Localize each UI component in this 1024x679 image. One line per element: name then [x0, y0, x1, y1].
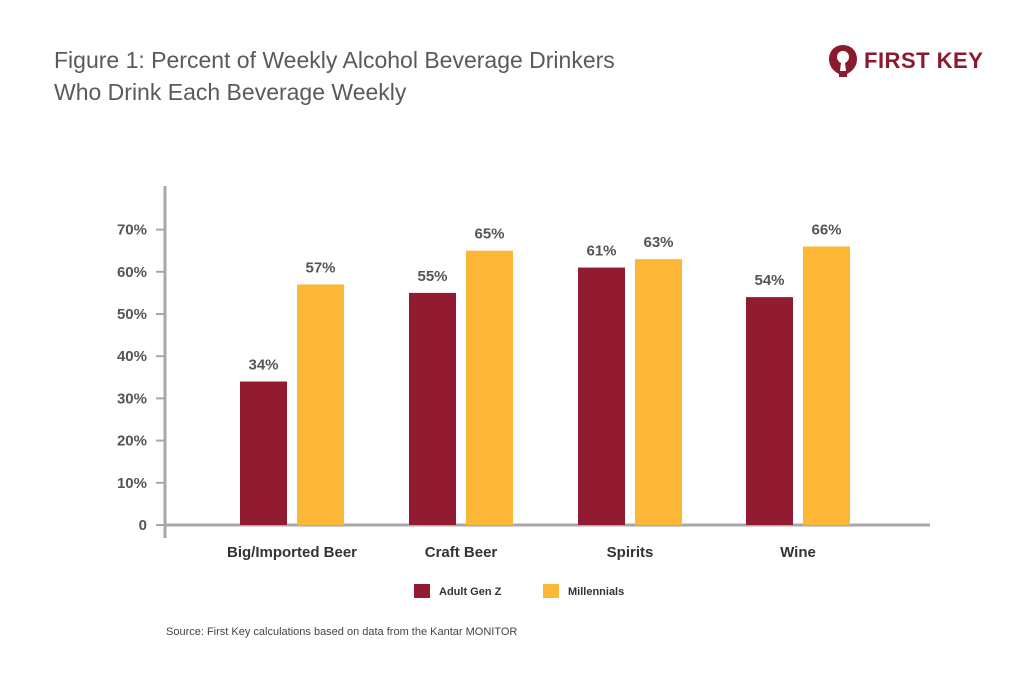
data-label: 54% — [754, 272, 784, 289]
keyhole-icon — [829, 45, 857, 77]
data-label: 63% — [643, 234, 673, 251]
y-tick-label: 50% — [117, 306, 147, 323]
data-label: 34% — [248, 357, 278, 374]
chart-title: Figure 1: Percent of Weekly Alcohol Beve… — [54, 44, 754, 108]
data-label: 57% — [305, 259, 335, 276]
bar-millennials — [635, 259, 682, 525]
bar-millennials — [297, 284, 344, 525]
data-label: 66% — [811, 221, 841, 238]
y-tick-label: 10% — [117, 475, 147, 492]
bar-millennials — [466, 250, 513, 525]
bar-adult-gen-z — [409, 292, 456, 525]
y-tick-label: 30% — [117, 390, 147, 407]
first-key-logo: FIRST KEY — [828, 44, 983, 78]
y-tick-label: 0 — [139, 517, 147, 534]
bar-adult-gen-z — [746, 297, 793, 525]
legend-label: Adult Gen Z — [439, 586, 502, 598]
x-tick-label: Wine — [780, 544, 816, 561]
bar-millennials — [803, 246, 850, 526]
data-label: 55% — [417, 268, 447, 285]
data-label: 61% — [586, 243, 616, 260]
legend-swatch — [414, 584, 430, 598]
chart-title-line-2: Who Drink Each Beverage Weekly — [54, 79, 407, 105]
data-label: 65% — [474, 226, 504, 243]
x-tick-label: Spirits — [607, 544, 654, 561]
y-tick-label: 70% — [117, 222, 147, 239]
y-tick-label: 40% — [117, 348, 147, 365]
chart-title-line-1: Figure 1: Percent of Weekly Alcohol Beve… — [54, 47, 615, 73]
y-tick-label: 60% — [117, 264, 147, 281]
y-tick-label: 20% — [117, 433, 147, 450]
bar-adult-gen-z — [578, 267, 625, 525]
legend-swatch — [543, 584, 559, 598]
logo-text: FIRST KEY — [864, 48, 984, 73]
source-note: Source: First Key calculations based on … — [166, 626, 518, 638]
x-tick-label: Big/Imported Beer — [227, 544, 357, 561]
x-tick-label: Craft Beer — [425, 544, 498, 561]
bar-adult-gen-z — [240, 381, 287, 525]
legend-label: Millennials — [568, 586, 624, 598]
